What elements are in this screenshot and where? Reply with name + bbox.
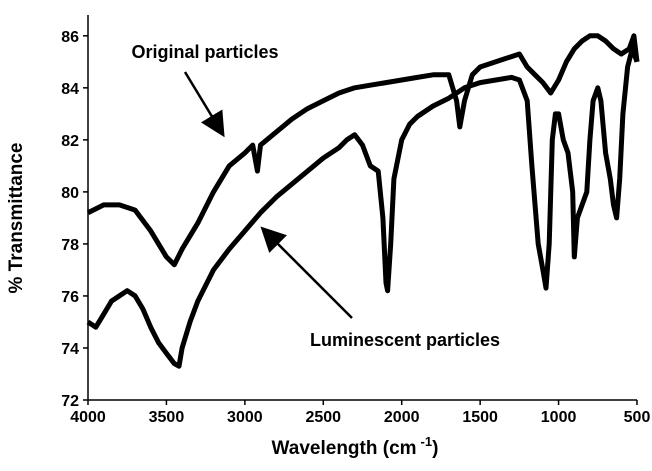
- arrow: [260, 226, 353, 319]
- y-tick-label: 72: [61, 393, 79, 410]
- x-tick-label: 1500: [462, 409, 498, 426]
- x-tick-label: 3500: [149, 409, 185, 426]
- x-axis-label-main: Wavelength (cm: [272, 438, 417, 459]
- y-tick-label: 80: [61, 185, 79, 202]
- x-axis-label: Wavelength (cm -1): [272, 434, 439, 459]
- y-tick-label: 78: [61, 237, 79, 254]
- x-tick-label: 2000: [384, 409, 420, 426]
- x-tick-label: 500: [624, 409, 651, 426]
- y-axis-label: % Transmittance: [6, 143, 27, 294]
- series-line: [86, 33, 640, 268]
- series-line: [86, 46, 640, 369]
- annotation: Original particles: [131, 42, 278, 62]
- y-tick-label: 74: [61, 341, 79, 358]
- x-tick-label: 4000: [70, 409, 106, 426]
- y-tick-label: 84: [61, 81, 79, 98]
- x-tick-label: 2500: [305, 409, 341, 426]
- arrow: [183, 71, 225, 138]
- x-axis-label-sup: -1: [421, 434, 433, 449]
- y-tick-label: 76: [61, 289, 79, 306]
- y-tick-label: 86: [61, 29, 79, 46]
- y-tick-label: 82: [61, 133, 79, 150]
- x-axis-label-end: ): [432, 438, 438, 459]
- annotation: Luminescent particles: [310, 330, 500, 350]
- x-tick-label: 3000: [227, 409, 263, 426]
- x-tick-label: 1000: [541, 409, 577, 426]
